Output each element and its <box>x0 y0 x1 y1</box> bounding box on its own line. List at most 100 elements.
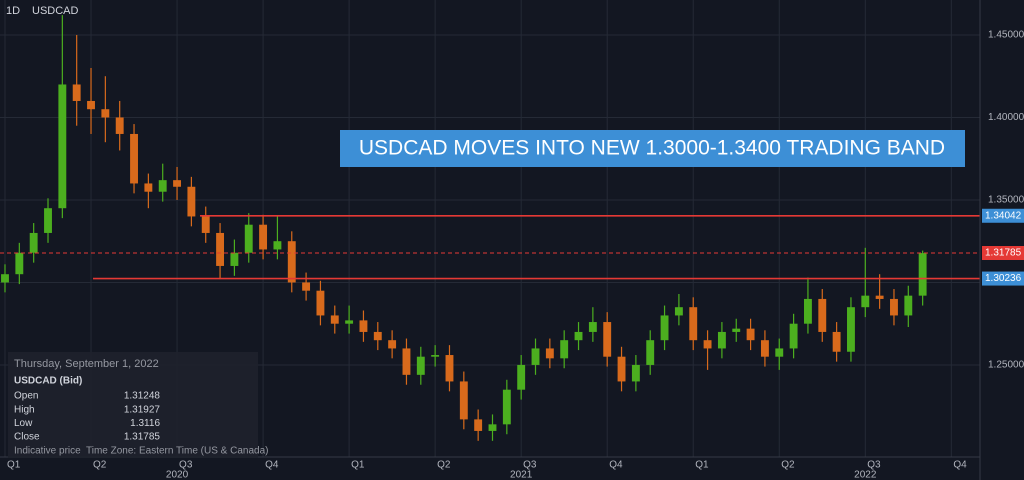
candle-body <box>689 307 698 341</box>
candle-body <box>875 295 884 299</box>
candle-body <box>302 282 311 291</box>
candle-body <box>474 419 483 431</box>
tooltip-rows: Open 1.31248 High 1.31927 Low 1.3116 Close 1.31… <box>14 391 160 443</box>
candle-body <box>201 216 210 233</box>
candle-body <box>158 180 167 192</box>
tooltip-footer: Time Zone: Eastern Time (US & Canada) <box>86 446 268 457</box>
candle-body <box>660 315 669 341</box>
y-tick-label: 1.40000 <box>988 112 1024 123</box>
candle-body <box>44 208 52 233</box>
x-tick-label: Q2 <box>781 460 795 471</box>
candle-body <box>890 298 898 316</box>
y-tick-label: 1.45000 <box>988 30 1024 41</box>
candle-body <box>631 364 640 382</box>
candle-body <box>588 322 597 332</box>
tooltip-date: Thursday, September 1, 2022 <box>14 358 159 370</box>
x-tick-label: Q3 <box>867 460 881 471</box>
candle-body <box>330 315 339 324</box>
x-tick-label: Q4 <box>609 460 623 471</box>
candle-body <box>244 224 253 253</box>
grid <box>0 0 980 457</box>
level-label: 1.30236 <box>985 273 1022 284</box>
axes: 1.250001.300001.350001.400001.45000Q1Q2Q… <box>7 30 1024 480</box>
annotation-box <box>340 130 965 167</box>
level-label-box <box>982 208 1024 223</box>
candle-body <box>216 232 225 266</box>
tooltip-panel <box>8 352 258 458</box>
x-tick-label: Q2 <box>93 460 107 471</box>
candle-body <box>187 186 196 217</box>
plot <box>0 15 980 441</box>
level-label-box <box>982 245 1024 260</box>
candle-body <box>918 253 927 296</box>
candle-body <box>130 133 138 184</box>
year-label: 2022 <box>854 470 877 480</box>
candle-body <box>574 331 583 341</box>
candle-body <box>402 348 411 375</box>
tooltip-value: 1.31927 <box>124 404 161 415</box>
level-label: 1.34042 <box>985 210 1022 221</box>
candle-body <box>316 290 325 316</box>
candle-body <box>101 109 110 118</box>
candle-body <box>717 331 726 349</box>
interval: 1D <box>6 5 20 17</box>
candle-body <box>703 340 712 349</box>
y-tick-label: 1.25000 <box>988 360 1024 371</box>
tooltip-label: High <box>14 404 35 415</box>
candle-body <box>746 328 755 341</box>
tooltip-value: 1.31785 <box>124 432 161 443</box>
candle-body <box>345 320 354 324</box>
candle-body <box>861 295 870 308</box>
candle-body <box>760 340 769 357</box>
candle-body <box>259 224 268 250</box>
x-tick-label: Q3 <box>523 460 537 471</box>
tooltip-value: 1.3116 <box>130 418 160 429</box>
candle-body <box>58 84 67 209</box>
candle-body <box>531 348 540 365</box>
candle-body <box>287 241 296 283</box>
candle-body <box>560 340 569 359</box>
candle-body <box>617 356 626 382</box>
x-tick-label: Q3 <box>179 460 193 471</box>
x-tick-label: Q1 <box>695 460 709 471</box>
candle-body <box>803 298 812 324</box>
candle-body <box>789 323 798 349</box>
candle-body <box>646 340 655 365</box>
x-tick-label: Q1 <box>351 460 365 471</box>
candle-body <box>144 183 153 192</box>
candle-body <box>847 307 855 352</box>
candle-body <box>1 274 9 283</box>
candle-body <box>173 180 181 187</box>
level-label-box <box>982 271 1024 286</box>
candle-body <box>674 307 683 316</box>
year-label: 2020 <box>166 470 189 480</box>
tooltip-footer: Indicative price <box>14 446 81 457</box>
candle-body <box>87 100 95 110</box>
tooltip-label: Low <box>14 418 33 429</box>
tooltip-label: Open <box>14 391 38 402</box>
candle-body <box>459 381 468 420</box>
candle-body <box>416 356 425 375</box>
candle-body <box>359 320 368 332</box>
tooltip-label: Close <box>14 432 40 443</box>
candle-body <box>373 331 382 341</box>
candle-body <box>818 298 827 332</box>
candle-body <box>15 252 24 275</box>
candle-body <box>431 355 440 357</box>
candle-body <box>388 340 397 349</box>
candle-body <box>29 232 38 253</box>
x-tick-label: Q4 <box>265 460 279 471</box>
candle-body <box>230 252 239 266</box>
candle-body <box>904 295 913 316</box>
candle-body <box>775 348 784 357</box>
level-label: 1.31785 <box>985 248 1022 259</box>
candle-body <box>517 364 526 390</box>
x-tick-label: Q2 <box>437 460 451 471</box>
year-label: 2021 <box>510 470 533 480</box>
candle-body <box>832 331 841 352</box>
x-tick-label: Q4 <box>953 460 967 471</box>
candle-body <box>273 241 282 250</box>
tooltip-value: 1.31248 <box>124 391 161 402</box>
